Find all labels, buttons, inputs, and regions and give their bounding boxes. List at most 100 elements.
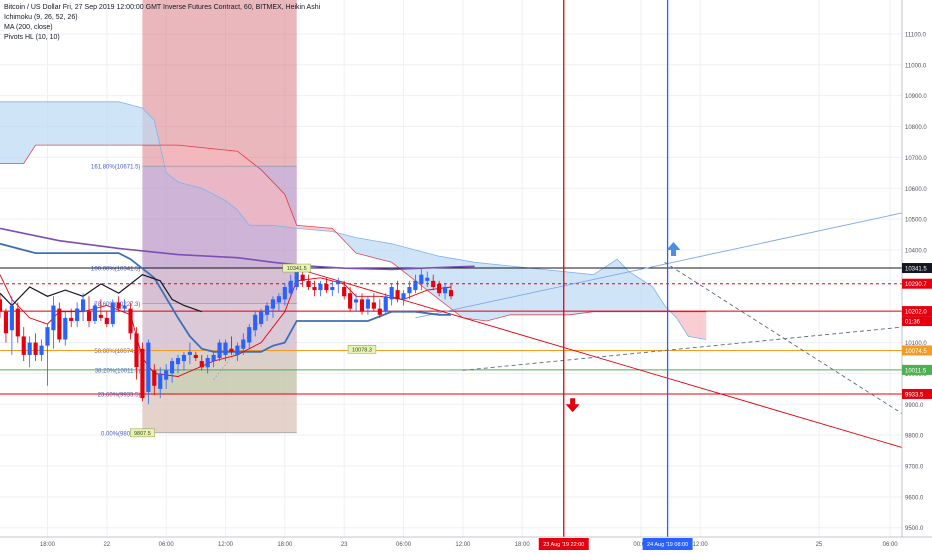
candle-body	[9, 305, 14, 331]
time-tick-label: 12:00	[455, 542, 471, 548]
candle	[63, 311, 68, 346]
fib-level-label: 100.00%(10341.5)	[91, 267, 140, 273]
candles	[0, 268, 454, 405]
price-tick-label: 10500.0	[905, 218, 927, 224]
candle	[431, 274, 436, 291]
chikou-line	[0, 274, 202, 313]
candle-body	[81, 299, 86, 312]
price-tick-label: 9700.0	[905, 465, 924, 471]
candle-body	[199, 361, 204, 368]
pivot-label-text: 9807.5	[134, 431, 151, 437]
candle	[104, 311, 109, 328]
candle-body	[193, 354, 198, 358]
candle	[342, 280, 347, 300]
pivot-label: 10341.5	[282, 263, 311, 273]
time-tick-label: 18:00	[277, 542, 293, 548]
candle	[318, 280, 323, 297]
candle	[140, 342, 145, 402]
candle-body	[425, 277, 430, 281]
candle-body	[15, 308, 20, 337]
candle-body	[448, 290, 454, 297]
candle-body	[116, 302, 121, 309]
candle-body	[187, 351, 192, 355]
vertical-line-date-label: 24 Aug '19 08:00	[642, 538, 693, 550]
candle	[425, 271, 430, 288]
level-axis-text: 10341.5	[905, 267, 927, 273]
candle-body	[318, 283, 323, 291]
candle-body	[21, 336, 26, 355]
candle	[413, 274, 418, 294]
level-axis-label: 10011.5	[902, 364, 932, 375]
price-axis-bg	[902, 0, 932, 550]
candle	[401, 290, 406, 306]
candle	[158, 367, 163, 399]
candle	[33, 333, 38, 362]
level-axis-text: 9933.5	[905, 392, 924, 398]
time-tick-label: 12:00	[218, 542, 234, 548]
candle-body	[389, 287, 394, 300]
candle	[353, 293, 359, 312]
candle	[211, 351, 216, 368]
price-tick-label: 10100.0	[905, 341, 927, 347]
indicator-pivots[interactable]: Pivots HL (10, 10)	[4, 34, 60, 41]
senkou-span-a	[0, 101, 707, 340]
candle-body	[419, 274, 424, 284]
candle-body	[122, 305, 127, 309]
level-axis-box	[902, 388, 932, 399]
candle-body	[170, 361, 175, 374]
candle-body	[282, 287, 287, 300]
pivot-label: 9807.5	[129, 428, 155, 438]
chart-legend: Bitcoin / US Dollar Fri, 27 Sep 2019 12:…	[4, 3, 320, 43]
candle	[377, 299, 382, 318]
indicator-ma[interactable]: MA (200, close)	[4, 24, 53, 31]
candle-body	[98, 314, 103, 318]
candle-body	[336, 280, 341, 284]
price-tick-label: 10000.0	[905, 372, 927, 378]
plot-area: 161.80%(10671.5)100.00%(10341.5)78.60%(1…	[0, 0, 902, 537]
candle	[175, 354, 181, 374]
fib-level-label: 161.80%(10671.5)	[91, 165, 140, 171]
ichimoku-cloud	[0, 101, 707, 340]
candle-body	[431, 280, 436, 288]
pivot-label-text: 10078.3	[352, 347, 372, 353]
candle-body	[45, 327, 50, 346]
candle	[336, 277, 341, 294]
candle	[448, 283, 454, 300]
candle-body	[235, 345, 240, 355]
candle	[3, 308, 9, 343]
cloud-bull	[0, 101, 161, 164]
candle-body	[152, 370, 157, 386]
candle	[128, 302, 133, 340]
candle-body	[211, 354, 216, 362]
candle-body	[324, 283, 329, 291]
candle-body	[223, 342, 228, 355]
candle-body	[359, 299, 365, 312]
candle-body	[259, 311, 264, 325]
candle	[81, 293, 86, 321]
candle	[110, 299, 115, 328]
fib-level-label: 50.00%(10074.5)	[94, 349, 140, 355]
candle-body	[104, 317, 109, 325]
time-axis: 18:00 22 06:00 12:00 18:00 23 06:00 12:00 18:00 0…	[0, 536, 932, 550]
time-tick-label: 06:00	[883, 542, 899, 548]
level-axis-box	[902, 345, 932, 356]
candle-body	[217, 342, 222, 358]
trend-line	[415, 212, 902, 319]
indicator-ichimoku[interactable]: Ichimoku (9, 26, 52, 26)	[4, 14, 78, 21]
candle-body	[413, 280, 418, 291]
time-tick-label: 25	[816, 542, 823, 548]
candle	[359, 293, 365, 315]
candle	[300, 271, 305, 288]
fib-level-label: 0.00%(9807.5)	[101, 431, 140, 437]
trend-line	[664, 261, 902, 414]
time-tick-label: 06:00	[159, 542, 175, 548]
candle-body	[75, 308, 80, 321]
candle	[134, 327, 139, 380]
candle-body	[312, 287, 317, 291]
price-tick-label: 9800.0	[905, 434, 924, 440]
candle	[27, 336, 32, 368]
candle	[306, 274, 311, 291]
price-tick-label: 11100.0	[905, 32, 926, 38]
